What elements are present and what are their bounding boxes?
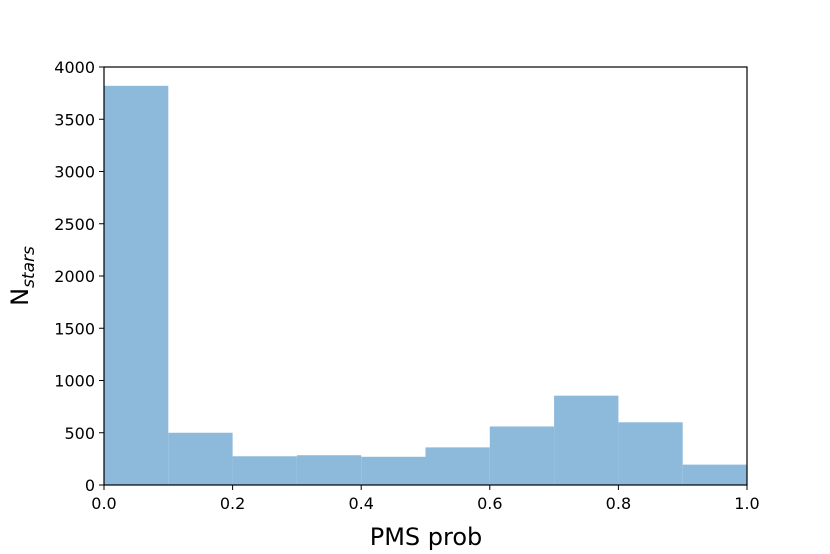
x-tick-label: 0.6 — [477, 494, 502, 513]
x-tick-label: 0.4 — [348, 494, 373, 513]
x-tick-label: 0.8 — [606, 494, 631, 513]
y-tick-label: 3000 — [54, 163, 95, 182]
bar — [361, 456, 426, 485]
y-tick-label: 2000 — [54, 267, 95, 286]
x-tick-label: 1.0 — [734, 494, 759, 513]
y-tick-label: 4000 — [54, 58, 95, 77]
y-tick-label: 1500 — [54, 319, 95, 338]
bar — [489, 426, 555, 485]
x-tick-label: 0.2 — [220, 494, 245, 513]
bar — [618, 422, 683, 485]
x-axis-label: PMS prob — [370, 523, 483, 551]
y-axis-label-main: N — [6, 288, 34, 306]
bar — [104, 85, 169, 485]
bar — [682, 464, 747, 485]
bar — [232, 456, 297, 485]
bar — [554, 395, 619, 485]
bar — [425, 447, 490, 485]
y-tick-label: 500 — [64, 424, 95, 443]
x-tick-label: 0.0 — [91, 494, 116, 513]
y-tick-label: 1000 — [54, 372, 95, 391]
y-tick-label: 3500 — [54, 110, 95, 129]
y-axis-label: Nstars — [6, 246, 39, 306]
bar — [296, 455, 362, 485]
y-axis-label-subscript: stars — [19, 246, 39, 288]
y-tick-label: 2500 — [54, 215, 95, 234]
bar — [168, 432, 233, 485]
y-tick-label: 0 — [85, 476, 95, 495]
